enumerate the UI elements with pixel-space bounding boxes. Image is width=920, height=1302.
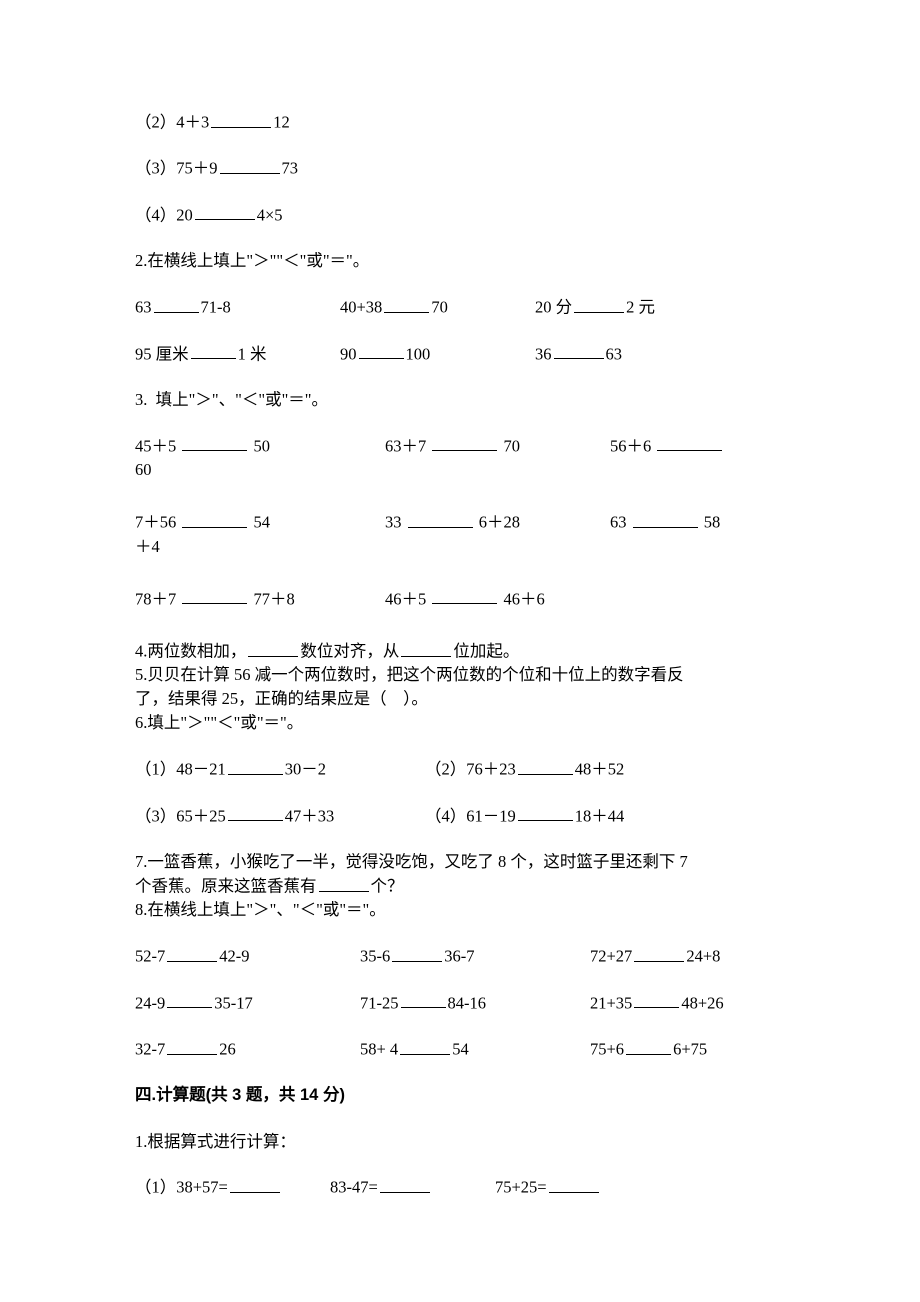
q8-r3c: 75+66+75 <box>590 1037 707 1061</box>
q7-line1: 7.一篮香蕉，小猴吃了一半，觉得没吃饱，又吃了 8 个，这时篮子里还剩下 7 <box>135 850 785 874</box>
blank[interactable] <box>432 587 497 605</box>
q2-r2a: 95 厘米1 米 <box>135 342 340 366</box>
blank[interactable] <box>220 156 280 174</box>
q6-row2: （3）65＋2547＋33 （4）61－1918＋44 <box>135 804 785 828</box>
q8-r1a: 52-742-9 <box>135 944 360 968</box>
blank[interactable] <box>167 944 217 962</box>
q3-row2: 7＋56 54 33 6＋28 63 58 <box>135 510 785 534</box>
blank[interactable] <box>211 110 271 128</box>
blank[interactable] <box>401 991 446 1009</box>
q2-r2b: 90100 <box>340 342 535 366</box>
q5-line2: 了，结果得 25，正确的结果应是（ ）。 <box>135 687 785 711</box>
q8-r2c: 21+3548+26 <box>590 991 724 1015</box>
blank[interactable] <box>154 295 199 313</box>
q3-r2c: 63 58 <box>610 510 720 534</box>
blank[interactable] <box>549 1175 599 1193</box>
q8-r2b: 71-2584-16 <box>360 991 590 1015</box>
blank[interactable] <box>554 342 604 360</box>
sec4-row1: （1）38+57= 83-47= 75+25= <box>135 1175 785 1199</box>
q6-r1b: （2）76＋2348＋52 <box>425 757 624 781</box>
q3-row1: 45＋5 50 63＋7 70 56＋6 <box>135 434 785 458</box>
q1-3: （3）75＋973 <box>135 156 785 180</box>
blank[interactable] <box>634 944 684 962</box>
q3-r3a: 78＋7 77＋8 <box>135 587 385 611</box>
blank[interactable] <box>228 804 283 822</box>
q2-title: 2.在横线上填上"＞""＜"或"＝"。 <box>135 249 785 273</box>
q3-r2b: 33 6＋28 <box>385 510 610 534</box>
blank[interactable] <box>384 295 429 313</box>
q6-title: 6.填上"＞""＜"或"＝"。 <box>135 711 785 735</box>
sec4-r1b: 83-47= <box>330 1175 495 1199</box>
blank[interactable] <box>191 342 236 360</box>
q2-row2: 95 厘米1 米 90100 3663 <box>135 342 785 366</box>
blank[interactable] <box>248 639 298 657</box>
q5-line1: 5.贝贝在计算 56 减一个两位数时，把这个两位数的个位和十位上的数字看反 <box>135 663 785 687</box>
blank[interactable] <box>182 510 247 528</box>
blank[interactable] <box>182 434 247 452</box>
blank[interactable] <box>518 804 573 822</box>
q1-2: （2）4＋312 <box>135 110 785 134</box>
blank[interactable] <box>359 342 404 360</box>
q7-line2: 个香蕉。原来这篮香蕉有个？ <box>135 874 785 898</box>
q8-row2: 24-935-17 71-2584-16 21+3548+26 <box>135 991 785 1015</box>
blank[interactable] <box>400 1037 450 1055</box>
sec4-q1: 1.根据算式进行计算： <box>135 1130 785 1154</box>
blank[interactable] <box>319 874 369 892</box>
blank[interactable] <box>195 203 255 221</box>
blank[interactable] <box>167 991 212 1009</box>
q3-row2-overflow: ＋4 <box>135 535 785 559</box>
q8-r2a: 24-935-17 <box>135 991 360 1015</box>
q6-r2b: （4）61－1918＋44 <box>425 804 624 828</box>
blank[interactable] <box>182 587 247 605</box>
section-4-title: 四.计算题(共 3 题，共 14 分) <box>135 1084 785 1108</box>
q6-r2a: （3）65＋2547＋33 <box>135 804 425 828</box>
q8-r1b: 35-636-7 <box>360 944 590 968</box>
blank[interactable] <box>518 757 573 775</box>
q2-row1: 6371-8 40+3870 20 分2 元 <box>135 295 785 319</box>
q2-r2c: 3663 <box>535 342 622 366</box>
blank[interactable] <box>633 510 698 528</box>
q6-row1: （1）48－2130－2 （2）76＋2348＋52 <box>135 757 785 781</box>
q3-row1-overflow: 60 <box>135 458 785 482</box>
sec4-r1c: 75+25= <box>495 1175 601 1199</box>
q8-r3a: 32-726 <box>135 1037 360 1061</box>
q8-r1c: 72+2724+8 <box>590 944 720 968</box>
q3-title: 3. 填上"＞"、"＜"或"＝"。 <box>135 388 785 412</box>
q3-row3: 78＋7 77＋8 46＋5 46＋6 <box>135 587 785 611</box>
blank[interactable] <box>634 991 679 1009</box>
q2-r1b: 40+3870 <box>340 295 535 319</box>
blank[interactable] <box>657 434 722 452</box>
blank[interactable] <box>167 1037 217 1055</box>
blank[interactable] <box>432 434 497 452</box>
blank[interactable] <box>228 757 283 775</box>
sec4-r1a: （1）38+57= <box>135 1175 330 1199</box>
blank[interactable] <box>574 295 624 313</box>
blank[interactable] <box>392 944 442 962</box>
worksheet-page: （2）4＋312 （3）75＋973 （4）204×5 2.在横线上填上"＞""… <box>0 0 920 1302</box>
blank[interactable] <box>626 1037 671 1055</box>
blank[interactable] <box>408 510 473 528</box>
q2-r1a: 6371-8 <box>135 295 340 319</box>
q2-r1c: 20 分2 元 <box>535 295 655 319</box>
blank[interactable] <box>380 1175 430 1193</box>
blank[interactable] <box>401 639 451 657</box>
q4: 4.两位数相加，数位对齐，从位加起。 <box>135 639 785 663</box>
q6-r1a: （1）48－2130－2 <box>135 757 425 781</box>
blank[interactable] <box>230 1175 280 1193</box>
q3-r1c: 56＋6 <box>610 434 724 458</box>
q8-row3: 32-726 58+ 454 75+66+75 <box>135 1037 785 1061</box>
q1-4: （4）204×5 <box>135 203 785 227</box>
q3-r1b: 63＋7 70 <box>385 434 610 458</box>
q3-r2a: 7＋56 54 <box>135 510 385 534</box>
q3-r3b: 46＋5 46＋6 <box>385 587 545 611</box>
q8-title: 8.在横线上填上"＞"、"＜"或"＝"。 <box>135 898 785 922</box>
q8-row1: 52-742-9 35-636-7 72+2724+8 <box>135 944 785 968</box>
q3-r1a: 45＋5 50 <box>135 434 385 458</box>
q8-r3b: 58+ 454 <box>360 1037 590 1061</box>
